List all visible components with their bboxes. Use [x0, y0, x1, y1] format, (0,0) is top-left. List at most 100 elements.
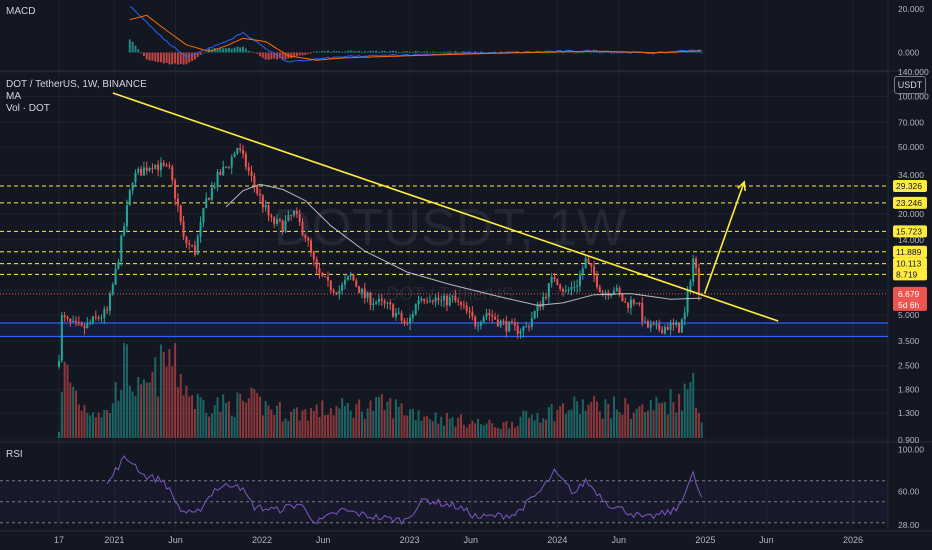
candle[interactable]: [298, 214, 301, 223]
candle[interactable]: [372, 303, 375, 305]
candle[interactable]: [610, 293, 613, 296]
candle[interactable]: [695, 258, 698, 268]
candle[interactable]: [304, 235, 307, 238]
candle[interactable]: [564, 290, 567, 292]
candle[interactable]: [360, 288, 363, 294]
candle[interactable]: [363, 288, 366, 299]
candle[interactable]: [547, 283, 550, 298]
candle[interactable]: [570, 286, 573, 290]
trendline[interactable]: [112, 92, 779, 322]
candle[interactable]: [392, 304, 395, 317]
candle[interactable]: [324, 276, 327, 278]
candle[interactable]: [94, 316, 97, 318]
candle[interactable]: [561, 288, 564, 292]
candle[interactable]: [154, 164, 157, 169]
candle[interactable]: [341, 284, 344, 291]
candle[interactable]: [77, 322, 80, 324]
candle[interactable]: [451, 296, 454, 298]
candle[interactable]: [196, 236, 199, 255]
candle[interactable]: [448, 297, 451, 306]
candle[interactable]: [253, 175, 256, 187]
candle[interactable]: [375, 302, 378, 304]
candle[interactable]: [108, 293, 111, 311]
candle[interactable]: [573, 286, 576, 288]
candle[interactable]: [655, 324, 658, 326]
rsi-label[interactable]: RSI: [6, 449, 23, 460]
candle[interactable]: [106, 309, 109, 311]
candle[interactable]: [213, 186, 216, 188]
candle[interactable]: [103, 309, 106, 318]
candle[interactable]: [270, 215, 273, 218]
candle[interactable]: [488, 312, 491, 316]
candle[interactable]: [598, 287, 601, 293]
candle[interactable]: [332, 290, 335, 293]
candle[interactable]: [60, 315, 63, 361]
candle[interactable]: [400, 312, 403, 321]
projection-arrow-line[interactable]: [703, 181, 745, 294]
candle[interactable]: [536, 304, 539, 312]
candle[interactable]: [117, 261, 120, 269]
rsi-pane[interactable]: [0, 455, 888, 526]
candle[interactable]: [111, 284, 114, 294]
candle[interactable]: [683, 312, 686, 320]
candle[interactable]: [397, 312, 400, 314]
candle[interactable]: [595, 275, 598, 288]
candle[interactable]: [581, 268, 584, 275]
candle[interactable]: [242, 149, 245, 154]
candle[interactable]: [567, 289, 570, 291]
candle[interactable]: [83, 325, 86, 329]
candle[interactable]: [349, 274, 352, 277]
candle[interactable]: [157, 164, 160, 171]
candle[interactable]: [114, 268, 117, 285]
price-axis[interactable]: 0.9001.3001.8002.5003.5005.0007.00010.00…: [893, 4, 929, 530]
candle[interactable]: [199, 222, 202, 237]
candle[interactable]: [443, 295, 446, 301]
candle[interactable]: [680, 319, 683, 333]
candle[interactable]: [440, 300, 443, 302]
candle[interactable]: [293, 211, 296, 216]
horizontal-levels[interactable]: [0, 185, 888, 295]
candle[interactable]: [208, 198, 211, 200]
candle[interactable]: [505, 321, 508, 332]
candle[interactable]: [553, 277, 556, 279]
candle[interactable]: [578, 274, 581, 286]
candle[interactable]: [233, 153, 236, 158]
candle[interactable]: [556, 278, 559, 285]
candle[interactable]: [386, 302, 389, 304]
candle[interactable]: [641, 302, 644, 322]
candle[interactable]: [576, 285, 579, 287]
projection-arrow[interactable]: [703, 180, 746, 294]
candle[interactable]: [627, 302, 630, 308]
candle[interactable]: [406, 322, 409, 324]
candle[interactable]: [148, 168, 151, 171]
candle[interactable]: [612, 291, 615, 294]
candle[interactable]: [142, 167, 145, 176]
signal-line[interactable]: [129, 14, 702, 61]
candle[interactable]: [584, 258, 587, 269]
candle[interactable]: [346, 276, 349, 281]
candle[interactable]: [168, 165, 171, 167]
candle[interactable]: [525, 326, 528, 328]
macd-label[interactable]: MACD: [6, 6, 36, 17]
candle[interactable]: [482, 316, 485, 323]
candle[interactable]: [377, 298, 380, 303]
candle[interactable]: [191, 244, 194, 246]
candle[interactable]: [290, 214, 293, 216]
candle[interactable]: [264, 205, 267, 208]
candle[interactable]: [174, 180, 177, 199]
candle[interactable]: [587, 258, 590, 264]
candle[interactable]: [338, 290, 341, 295]
candle[interactable]: [462, 304, 465, 306]
candle[interactable]: [468, 311, 471, 313]
candle[interactable]: [409, 317, 412, 324]
candle[interactable]: [355, 280, 358, 287]
candle[interactable]: [528, 326, 531, 328]
candle[interactable]: [352, 274, 355, 281]
candle[interactable]: [522, 326, 525, 332]
candle[interactable]: [205, 198, 208, 209]
candle[interactable]: [239, 148, 242, 150]
candle[interactable]: [321, 272, 324, 277]
descending-trendline[interactable]: [112, 92, 779, 322]
candle[interactable]: [652, 324, 655, 326]
candle[interactable]: [380, 298, 383, 301]
